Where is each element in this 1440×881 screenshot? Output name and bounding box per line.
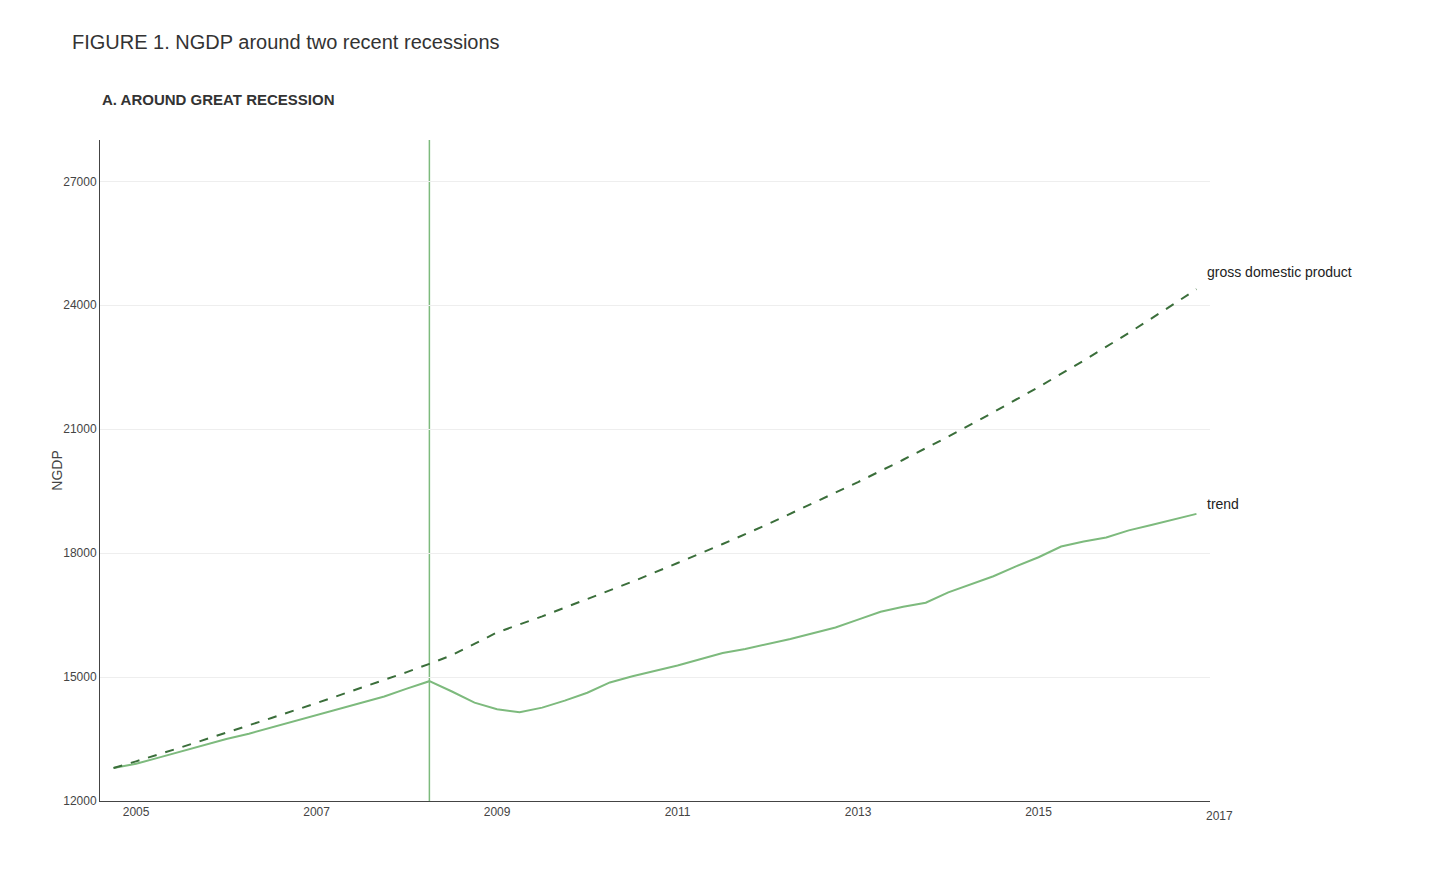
svg-text:gross domestic product: gross domestic product xyxy=(1207,264,1352,280)
svg-text:2007: 2007 xyxy=(303,805,330,819)
svg-text:24000: 24000 xyxy=(63,298,97,312)
svg-text:2005: 2005 xyxy=(123,805,150,819)
svg-text:trend: trend xyxy=(1207,496,1239,512)
svg-text:2015: 2015 xyxy=(1025,805,1052,819)
svg-text:2013: 2013 xyxy=(845,805,872,819)
svg-text:21000: 21000 xyxy=(63,422,97,436)
svg-text:12000: 12000 xyxy=(63,794,97,808)
svg-text:2017: 2017 xyxy=(1206,809,1233,823)
svg-text:FIGURE 1. NGDP around two rece: FIGURE 1. NGDP around two recent recessi… xyxy=(72,31,500,53)
svg-text:2011: 2011 xyxy=(665,805,691,819)
svg-text:2009: 2009 xyxy=(484,805,511,819)
svg-text:27000: 27000 xyxy=(63,175,97,189)
svg-text:A. AROUND GREAT RECESSION: A. AROUND GREAT RECESSION xyxy=(102,91,335,108)
svg-text:NGDP: NGDP xyxy=(49,450,65,490)
svg-text:15000: 15000 xyxy=(63,670,97,684)
svg-text:18000: 18000 xyxy=(63,546,97,560)
